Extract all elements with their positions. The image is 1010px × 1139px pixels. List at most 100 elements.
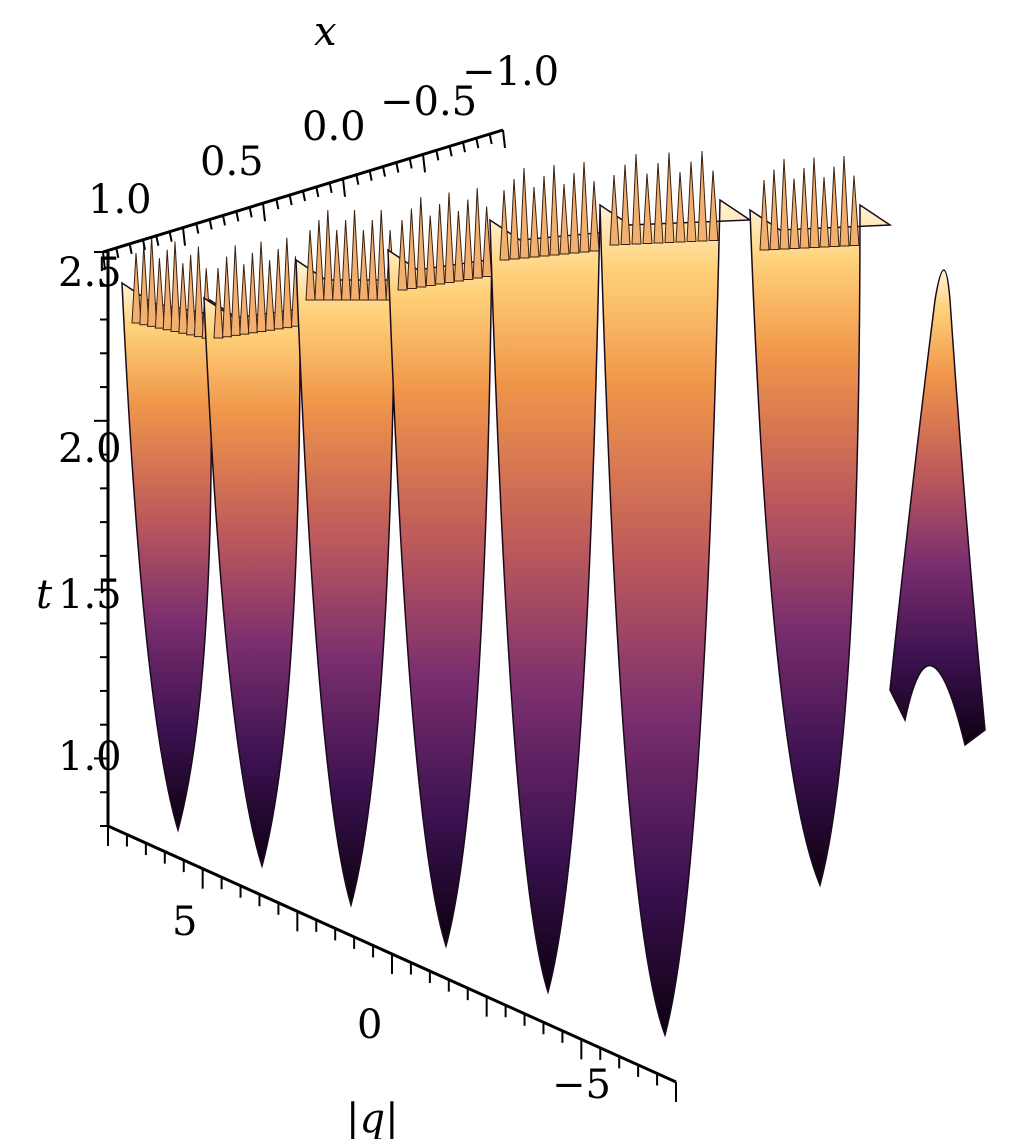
surface-spike	[239, 264, 250, 335]
surface-spike	[664, 152, 675, 243]
surface-spike	[213, 267, 224, 339]
x-axis-label: x	[314, 9, 337, 55]
x-minor-tick	[502, 129, 506, 149]
surface-spike	[589, 180, 600, 252]
x-minor-tick	[195, 223, 200, 234]
t-tick-label: 1.0	[58, 734, 122, 780]
surface-spike	[642, 173, 653, 244]
x-minor-tick	[422, 154, 426, 173]
surface-spike	[769, 169, 780, 250]
x-tick-label: 0.5	[200, 139, 264, 185]
x-tick-label: 1.0	[88, 177, 152, 223]
x-minor-tick	[262, 203, 266, 222]
x-axis-tick-labels: 1.0 0.5 0.0 −0.5 −1.0	[88, 49, 559, 223]
surface-spike	[435, 203, 446, 285]
surface-spike	[539, 175, 550, 257]
x-minor-tick	[155, 235, 160, 246]
x-minor-tick	[448, 146, 453, 157]
surface-valley	[599, 198, 753, 1038]
x-minor-tick	[288, 194, 293, 206]
surface-spike	[675, 171, 686, 243]
surface-edge-peak	[889, 269, 986, 747]
surface-spike	[789, 178, 800, 249]
surface-spike	[453, 210, 464, 282]
surface-spike	[631, 153, 642, 245]
surface-spike	[819, 176, 830, 248]
x-minor-tick	[368, 170, 373, 181]
surface-spike	[686, 161, 697, 242]
surface-spike	[499, 189, 510, 261]
x-minor-tick	[235, 211, 240, 222]
surface-spike	[349, 209, 361, 301]
x-minor-tick	[302, 190, 306, 202]
x-axis-minor-ticks	[102, 129, 506, 271]
surface-valley	[295, 258, 428, 908]
q-tick-label: 0	[357, 1002, 382, 1048]
x-minor-tick	[342, 178, 346, 197]
surface-spike	[519, 167, 530, 259]
surface-spike	[759, 179, 770, 251]
x-minor-tick	[315, 186, 320, 198]
surface-spike	[397, 219, 408, 291]
surface-spike	[620, 164, 631, 245]
surface-valley	[489, 208, 633, 995]
surface-spike	[230, 245, 241, 336]
surface-valley	[203, 283, 333, 869]
q-axis-minor-ticks	[107, 826, 677, 1102]
surface-spike	[186, 254, 197, 336]
surface-spike	[367, 219, 378, 301]
surface-spike	[849, 175, 860, 246]
x-minor-tick	[168, 231, 173, 242]
x-minor-tick	[142, 239, 146, 250]
surface-spike	[265, 260, 276, 331]
surface-spike	[154, 258, 165, 329]
surface-spike	[139, 244, 150, 326]
x-tick-label: 0.0	[302, 104, 366, 150]
surface-spike	[358, 229, 369, 301]
surface-spike	[829, 166, 840, 247]
surface-spike	[376, 209, 387, 301]
surface-spike	[425, 215, 436, 286]
x-minor-tick	[128, 243, 133, 255]
x-minor-tick	[115, 247, 120, 259]
x-minor-tick	[395, 162, 400, 173]
surface-spike	[162, 249, 173, 331]
surface-spike	[273, 248, 284, 330]
surface-spike	[549, 164, 560, 256]
surface-spike	[332, 229, 343, 301]
q-tick-label: 5	[172, 899, 197, 945]
surface-spike	[282, 237, 293, 329]
surface-spike	[708, 170, 719, 241]
surface-spike	[482, 206, 493, 277]
surface-spike	[147, 236, 158, 327]
axes-box	[94, 128, 677, 1102]
x-minor-tick	[408, 158, 413, 169]
surface-spike	[809, 157, 820, 248]
x-minor-tick	[488, 133, 493, 145]
x-minor-tick	[222, 215, 226, 226]
t-tick-label: 2.0	[58, 426, 122, 472]
surface-spike	[529, 186, 540, 258]
x-minor-tick	[275, 198, 280, 210]
surface-spike	[697, 150, 708, 242]
x-minor-tick	[382, 166, 386, 177]
surface-spike	[579, 161, 590, 253]
q-axis-tick-labels: 5 0 −5	[172, 899, 611, 1108]
t-axis-label: t	[36, 572, 53, 618]
x-minor-tick	[102, 251, 106, 271]
x-minor-tick	[462, 142, 466, 153]
surface-spike	[779, 158, 790, 250]
surface-spike	[609, 174, 620, 246]
surface-spike	[472, 187, 483, 279]
surface-spike	[193, 246, 204, 338]
surface-spike	[509, 178, 520, 260]
surface-mesh	[121, 150, 986, 1038]
surface-spike	[463, 199, 474, 280]
surface-spike	[305, 229, 316, 301]
surface-spike	[222, 256, 233, 338]
surface-spike	[444, 192, 455, 283]
surface-spike	[569, 172, 580, 254]
x-minor-tick	[435, 150, 440, 161]
surface-valley	[387, 233, 525, 949]
t-tick-label: 2.5	[58, 250, 122, 296]
